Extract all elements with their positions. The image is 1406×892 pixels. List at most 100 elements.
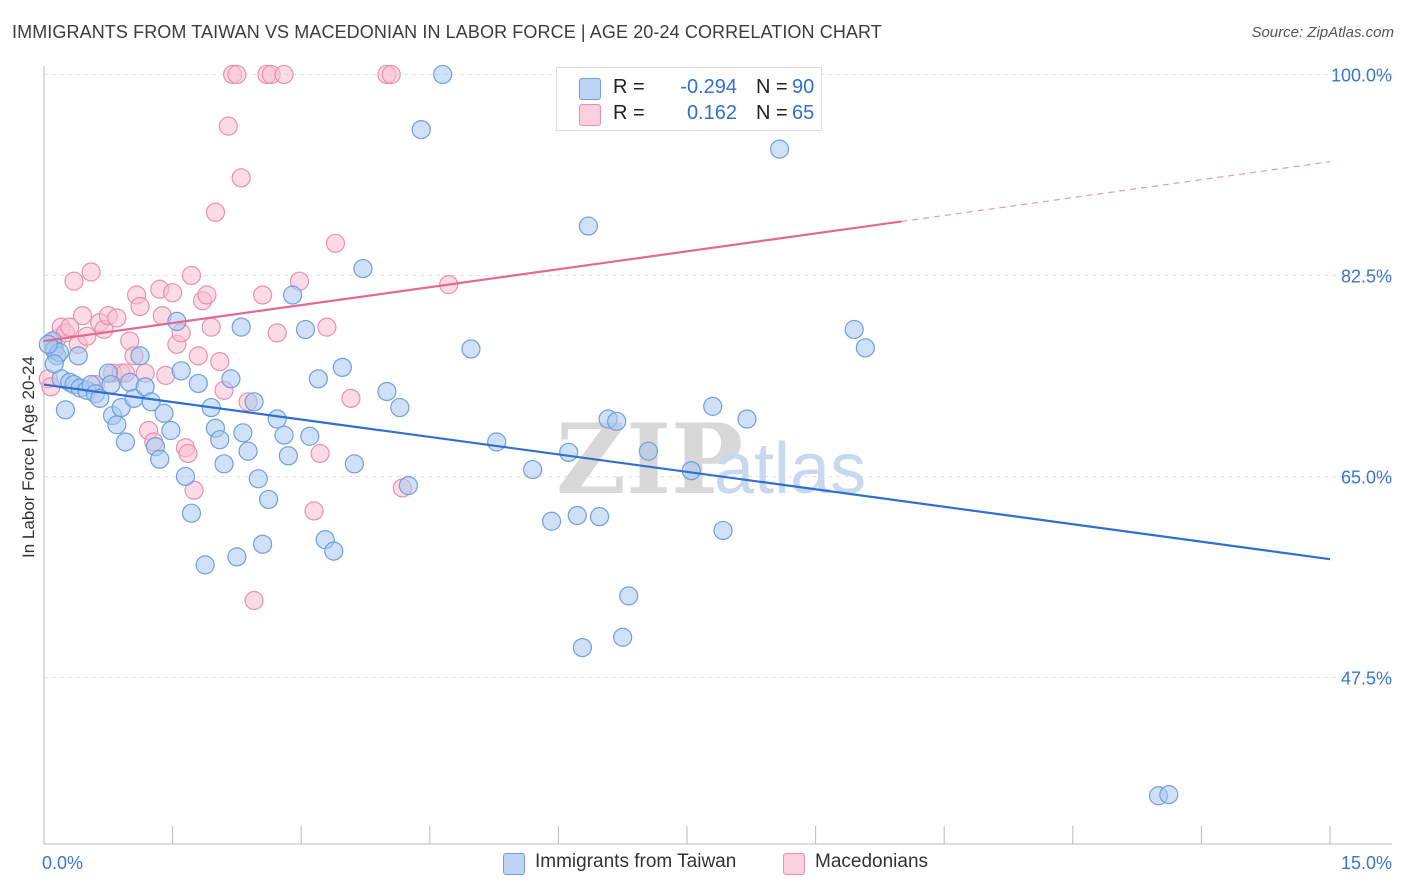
taiwan-point (214, 454, 234, 474)
legend-r-label: R = (613, 76, 645, 98)
taiwan-point (300, 426, 320, 446)
macedonians-point (60, 317, 80, 337)
legend-n-value: 65 (792, 102, 815, 124)
taiwan-point (188, 373, 208, 394)
taiwan-point (181, 503, 202, 523)
taiwan-point (175, 466, 196, 487)
taiwan-point (150, 449, 170, 469)
taiwan-point (578, 216, 599, 236)
taiwan-point (130, 346, 150, 366)
macedonians-point (227, 64, 247, 85)
taiwan-point (233, 423, 253, 443)
macedonians-point (341, 388, 361, 408)
taiwan-point (377, 381, 397, 402)
watermark-atlas: atlas (714, 429, 866, 509)
taiwan-point (221, 369, 241, 389)
taiwan-point (844, 319, 864, 340)
taiwan-point (38, 334, 58, 354)
legend-swatch-macedonians (579, 104, 601, 126)
macedonians-point (188, 346, 208, 366)
macedonians-point (130, 296, 150, 317)
macedonians-point (197, 285, 217, 305)
y-tick-label: 47.5% (1341, 668, 1392, 688)
taiwan-point (267, 409, 287, 429)
taiwan-point (161, 420, 181, 441)
taiwan-point (308, 369, 328, 389)
macedonians-trend-extension (901, 161, 1331, 223)
macedonians-point (210, 352, 230, 372)
taiwan-point (154, 403, 174, 423)
legend-n-value: 90 (792, 76, 815, 98)
taiwan-point (559, 442, 579, 462)
taiwan-point (461, 339, 481, 359)
axes (43, 66, 1392, 845)
taiwan-point (487, 432, 507, 452)
grid-lines (44, 73, 1392, 678)
taiwan-point (44, 354, 64, 374)
taiwan-point (244, 392, 264, 412)
macedonians-trend-line (43, 220, 902, 343)
taiwan-point (253, 534, 273, 554)
y-tick-label: 65.0% (1341, 467, 1392, 487)
taiwan-point (411, 119, 431, 140)
macedonians-point (267, 323, 287, 343)
macedonians-point (72, 306, 93, 326)
taiwan-point (141, 392, 161, 412)
taiwan-points (38, 64, 1179, 806)
taiwan-point (769, 139, 790, 159)
macedonians-point (274, 64, 294, 85)
macedonians-point (181, 265, 202, 286)
taiwan-point (278, 446, 298, 466)
legend-n-label: N = (756, 102, 788, 124)
macedonians-point (163, 283, 183, 303)
taiwan-point (248, 469, 268, 489)
taiwan-point (541, 511, 562, 531)
taiwan-point (324, 541, 344, 561)
taiwan-point (295, 319, 316, 340)
taiwan-point (433, 64, 453, 85)
taiwan-point (259, 489, 279, 510)
y-axis-label: In Labor Force | Age 20-24 (19, 356, 38, 558)
taiwan-point (171, 361, 191, 381)
taiwan-point (55, 400, 76, 420)
taiwan-point (101, 374, 121, 395)
y-tick-label: 82.5% (1341, 266, 1392, 286)
taiwan-point (523, 459, 543, 480)
trend-lines (43, 161, 1331, 561)
taiwan-point (231, 317, 251, 337)
taiwan-point (619, 586, 639, 606)
taiwan-point (332, 357, 352, 377)
y-tick-label: 100.0% (1331, 65, 1392, 85)
taiwan-point (68, 346, 88, 366)
taiwan-point (572, 637, 593, 658)
legend-r-value: 0.162 (686, 102, 737, 124)
taiwan-point (398, 476, 418, 496)
macedonians-point (205, 202, 226, 222)
taiwan-point (227, 547, 247, 567)
taiwan-point (737, 409, 757, 429)
taiwan-point (1159, 785, 1179, 805)
taiwan-point (107, 415, 127, 435)
taiwan-point (713, 520, 733, 541)
taiwan-point (353, 258, 373, 279)
macedonians-points (38, 64, 459, 611)
macedonians-point (304, 501, 324, 521)
bottom-legend-label-taiwan: Immigrants from Taiwan (535, 851, 737, 872)
taiwan-point (855, 338, 875, 358)
macedonians-point (244, 590, 264, 611)
x-tick-label: 0.0% (42, 853, 83, 873)
bottom-legend-swatch-macedonians (783, 853, 805, 875)
taiwan-point (238, 441, 258, 461)
macedonians-point (253, 285, 273, 305)
taiwan-point (589, 507, 610, 527)
macedonians-point (231, 168, 251, 188)
x-tick-label: 15.0% (1341, 853, 1392, 873)
bottom-legend-label-macedonians: Macedonians (815, 851, 929, 872)
macedonians-point (81, 262, 101, 282)
taiwan-point (703, 396, 723, 416)
macedonians-point (325, 233, 346, 253)
bottom-legend-swatch-taiwan (503, 853, 525, 875)
legend-r-value: -0.294 (680, 76, 737, 98)
legend-swatch-taiwan (579, 78, 601, 100)
source-label: Source: ZipAtlas.com (1251, 24, 1394, 41)
